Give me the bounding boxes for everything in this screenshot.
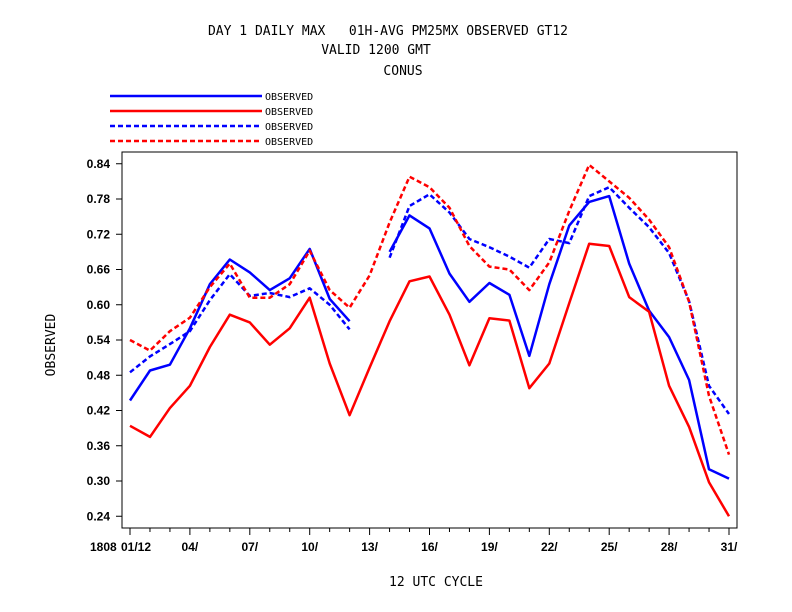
series-layer [128, 163, 731, 517]
series-line-1 [128, 194, 730, 480]
y-axis: 0.24 0.30 0.36 0.42 0.48 0.54 0.60 0.66 0.72 0.78… [87, 157, 122, 523]
y-tick-label: 0.36 [87, 439, 111, 453]
series-line-2 [129, 242, 731, 517]
legend-label-4: OBSERVED [265, 137, 313, 148]
y-tick-label: 0.84 [87, 157, 111, 171]
y-tick-label: 0.24 [87, 509, 111, 523]
legend: OBSERVED OBSERVED OBSERVED OBSERVED [110, 92, 313, 148]
y-tick-label: 0.42 [87, 404, 111, 418]
y-tick-label: 0.78 [87, 192, 111, 206]
y-axis-label: OBSERVED [44, 314, 59, 377]
series-line-3 [129, 185, 731, 415]
x-tick-label: 16/ [421, 540, 438, 554]
chart-title: DAY 1 DAILY MAX 01H-AVG PM25MX OBSERVED … [208, 24, 568, 79]
legend-label-3: OBSERVED [265, 122, 313, 133]
y-tick-label: 0.66 [87, 263, 111, 277]
x-tick-label: 07/ [241, 540, 258, 554]
x-tick-label-prefix: 1808 [90, 540, 117, 554]
x-tick-label: 19/ [481, 540, 498, 554]
chart-title-line-2: VALID 1200 GMT [321, 43, 431, 58]
y-tick-label: 0.48 [87, 368, 111, 382]
x-tick-label: 13/ [361, 540, 378, 554]
x-tick-label: 28/ [661, 540, 678, 554]
y-tick-label: 0.72 [87, 227, 111, 241]
x-tick-label: 22/ [541, 540, 558, 554]
series-line-4 [129, 163, 731, 456]
x-axis-label: 12 UTC CYCLE [389, 575, 483, 590]
x-tick-label: 25/ [601, 540, 618, 554]
x-axis: 1808 01/12 04/07/10/13/16/19/22/25/28/31/ [90, 528, 738, 554]
x-tick-label: 31/ [721, 540, 738, 554]
legend-label-1: OBSERVED [265, 92, 313, 103]
chart-title-line-1: DAY 1 DAILY MAX 01H-AVG PM25MX OBSERVED … [208, 24, 568, 39]
x-tick-label: 10/ [301, 540, 318, 554]
y-tick-label: 0.60 [87, 298, 111, 312]
y-tick-label: 0.54 [87, 333, 111, 347]
x-tick-label: 01/12 [121, 540, 151, 554]
legend-label-2: OBSERVED [265, 107, 313, 118]
x-tick-label: 04/ [182, 540, 199, 554]
chart-title-line-3: CONUS [383, 64, 422, 79]
y-tick-label: 0.30 [87, 474, 111, 488]
